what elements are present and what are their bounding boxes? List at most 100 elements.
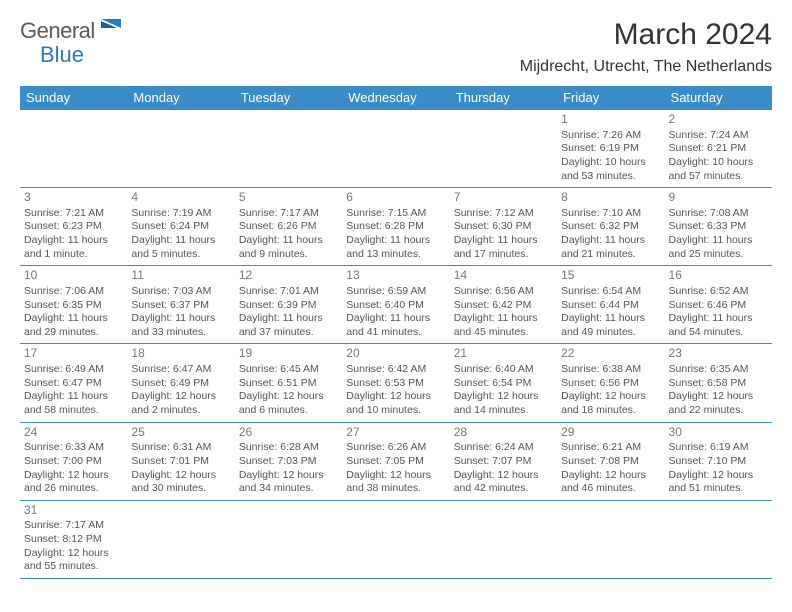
calendar-cell: 10Sunrise: 7:06 AMSunset: 6:35 PMDayligh… [20,266,127,344]
daylight-line: Daylight: 11 hours and 13 minutes. [346,234,445,261]
sunset-line: Sunset: 6:35 PM [24,299,123,313]
calendar-cell: 18Sunrise: 6:47 AMSunset: 6:49 PMDayligh… [127,344,234,422]
daylight-line: Daylight: 11 hours and 1 minute. [24,234,123,261]
sunset-line: Sunset: 6:37 PM [131,299,230,313]
calendar-cell: 2Sunrise: 7:24 AMSunset: 6:21 PMDaylight… [665,110,772,188]
calendar-row: 24Sunrise: 6:33 AMSunset: 7:00 PMDayligh… [20,422,772,500]
calendar-cell: 13Sunrise: 6:59 AMSunset: 6:40 PMDayligh… [342,266,449,344]
calendar-cell: 7Sunrise: 7:12 AMSunset: 6:30 PMDaylight… [450,188,557,266]
sunset-line: Sunset: 7:10 PM [669,455,768,469]
sunrise-line: Sunrise: 6:38 AM [561,363,660,377]
day-number: 26 [239,425,338,441]
sunrise-line: Sunrise: 6:49 AM [24,363,123,377]
calendar-cell: 29Sunrise: 6:21 AMSunset: 7:08 PMDayligh… [557,422,664,500]
sunrise-line: Sunrise: 7:21 AM [24,207,123,221]
sunset-line: Sunset: 6:54 PM [454,377,553,391]
sunrise-line: Sunrise: 6:45 AM [239,363,338,377]
sunrise-line: Sunrise: 6:40 AM [454,363,553,377]
calendar-cell [20,110,127,188]
day-number: 1 [561,112,660,128]
sunset-line: Sunset: 6:28 PM [346,220,445,234]
daylight-line: Daylight: 11 hours and 17 minutes. [454,234,553,261]
weekday-header: Tuesday [235,86,342,110]
daylight-line: Daylight: 12 hours and 18 minutes. [561,390,660,417]
day-number: 13 [346,268,445,284]
day-number: 22 [561,346,660,362]
sunset-line: Sunset: 6:30 PM [454,220,553,234]
day-number: 17 [24,346,123,362]
daylight-line: Daylight: 11 hours and 37 minutes. [239,312,338,339]
weekday-header: Monday [127,86,234,110]
sunset-line: Sunset: 6:44 PM [561,299,660,313]
daylight-line: Daylight: 11 hours and 49 minutes. [561,312,660,339]
calendar-cell: 5Sunrise: 7:17 AMSunset: 6:26 PMDaylight… [235,188,342,266]
sunrise-line: Sunrise: 6:33 AM [24,441,123,455]
calendar-cell: 8Sunrise: 7:10 AMSunset: 6:32 PMDaylight… [557,188,664,266]
calendar-row: 10Sunrise: 7:06 AMSunset: 6:35 PMDayligh… [20,266,772,344]
calendar-table: SundayMondayTuesdayWednesdayThursdayFrid… [20,86,772,579]
sunrise-line: Sunrise: 6:54 AM [561,285,660,299]
sunrise-line: Sunrise: 6:47 AM [131,363,230,377]
day-number: 16 [669,268,768,284]
daylight-line: Daylight: 11 hours and 41 minutes. [346,312,445,339]
calendar-cell [127,500,234,578]
daylight-line: Daylight: 10 hours and 57 minutes. [669,156,768,183]
header: General March 2024 Mijdrecht, Utrecht, T… [20,18,772,76]
calendar-cell: 22Sunrise: 6:38 AMSunset: 6:56 PMDayligh… [557,344,664,422]
day-number: 14 [454,268,553,284]
weekday-header: Friday [557,86,664,110]
daylight-line: Daylight: 12 hours and 10 minutes. [346,390,445,417]
day-number: 30 [669,425,768,441]
calendar-cell: 28Sunrise: 6:24 AMSunset: 7:07 PMDayligh… [450,422,557,500]
calendar-cell [665,500,772,578]
sunset-line: Sunset: 7:01 PM [131,455,230,469]
daylight-line: Daylight: 12 hours and 46 minutes. [561,469,660,496]
sunrise-line: Sunrise: 7:15 AM [346,207,445,221]
day-number: 11 [131,268,230,284]
weekday-header: Thursday [450,86,557,110]
sunset-line: Sunset: 6:51 PM [239,377,338,391]
daylight-line: Daylight: 12 hours and 14 minutes. [454,390,553,417]
sunrise-line: Sunrise: 7:12 AM [454,207,553,221]
sunset-line: Sunset: 6:39 PM [239,299,338,313]
day-number: 7 [454,190,553,206]
daylight-line: Daylight: 11 hours and 33 minutes. [131,312,230,339]
sunrise-line: Sunrise: 6:52 AM [669,285,768,299]
sunrise-line: Sunrise: 6:31 AM [131,441,230,455]
month-title: March 2024 [520,18,772,52]
sunrise-line: Sunrise: 6:56 AM [454,285,553,299]
calendar-cell: 16Sunrise: 6:52 AMSunset: 6:46 PMDayligh… [665,266,772,344]
day-number: 2 [669,112,768,128]
calendar-cell: 15Sunrise: 6:54 AMSunset: 6:44 PMDayligh… [557,266,664,344]
sunrise-line: Sunrise: 7:17 AM [24,519,123,533]
calendar-cell: 6Sunrise: 7:15 AMSunset: 6:28 PMDaylight… [342,188,449,266]
calendar-head: SundayMondayTuesdayWednesdayThursdayFrid… [20,86,772,110]
sunset-line: Sunset: 6:40 PM [346,299,445,313]
day-number: 18 [131,346,230,362]
calendar-cell: 26Sunrise: 6:28 AMSunset: 7:03 PMDayligh… [235,422,342,500]
sunrise-line: Sunrise: 6:19 AM [669,441,768,455]
calendar-cell: 25Sunrise: 6:31 AMSunset: 7:01 PMDayligh… [127,422,234,500]
sunrise-line: Sunrise: 7:19 AM [131,207,230,221]
day-number: 9 [669,190,768,206]
day-number: 4 [131,190,230,206]
sunrise-line: Sunrise: 6:42 AM [346,363,445,377]
daylight-line: Daylight: 11 hours and 45 minutes. [454,312,553,339]
day-number: 21 [454,346,553,362]
calendar-cell [342,500,449,578]
day-number: 15 [561,268,660,284]
sunrise-line: Sunrise: 7:17 AM [239,207,338,221]
title-block: March 2024 Mijdrecht, Utrecht, The Nethe… [520,18,772,76]
sunrise-line: Sunrise: 6:28 AM [239,441,338,455]
sunset-line: Sunset: 6:21 PM [669,142,768,156]
sunset-line: Sunset: 7:00 PM [24,455,123,469]
daylight-line: Daylight: 12 hours and 55 minutes. [24,547,123,574]
calendar-row: 31Sunrise: 7:17 AMSunset: 8:12 PMDayligh… [20,500,772,578]
sunset-line: Sunset: 6:49 PM [131,377,230,391]
calendar-cell: 1Sunrise: 7:26 AMSunset: 6:19 PMDaylight… [557,110,664,188]
calendar-cell: 14Sunrise: 6:56 AMSunset: 6:42 PMDayligh… [450,266,557,344]
sunset-line: Sunset: 6:53 PM [346,377,445,391]
daylight-line: Daylight: 11 hours and 54 minutes. [669,312,768,339]
weekday-header: Wednesday [342,86,449,110]
flag-icon [101,17,123,43]
